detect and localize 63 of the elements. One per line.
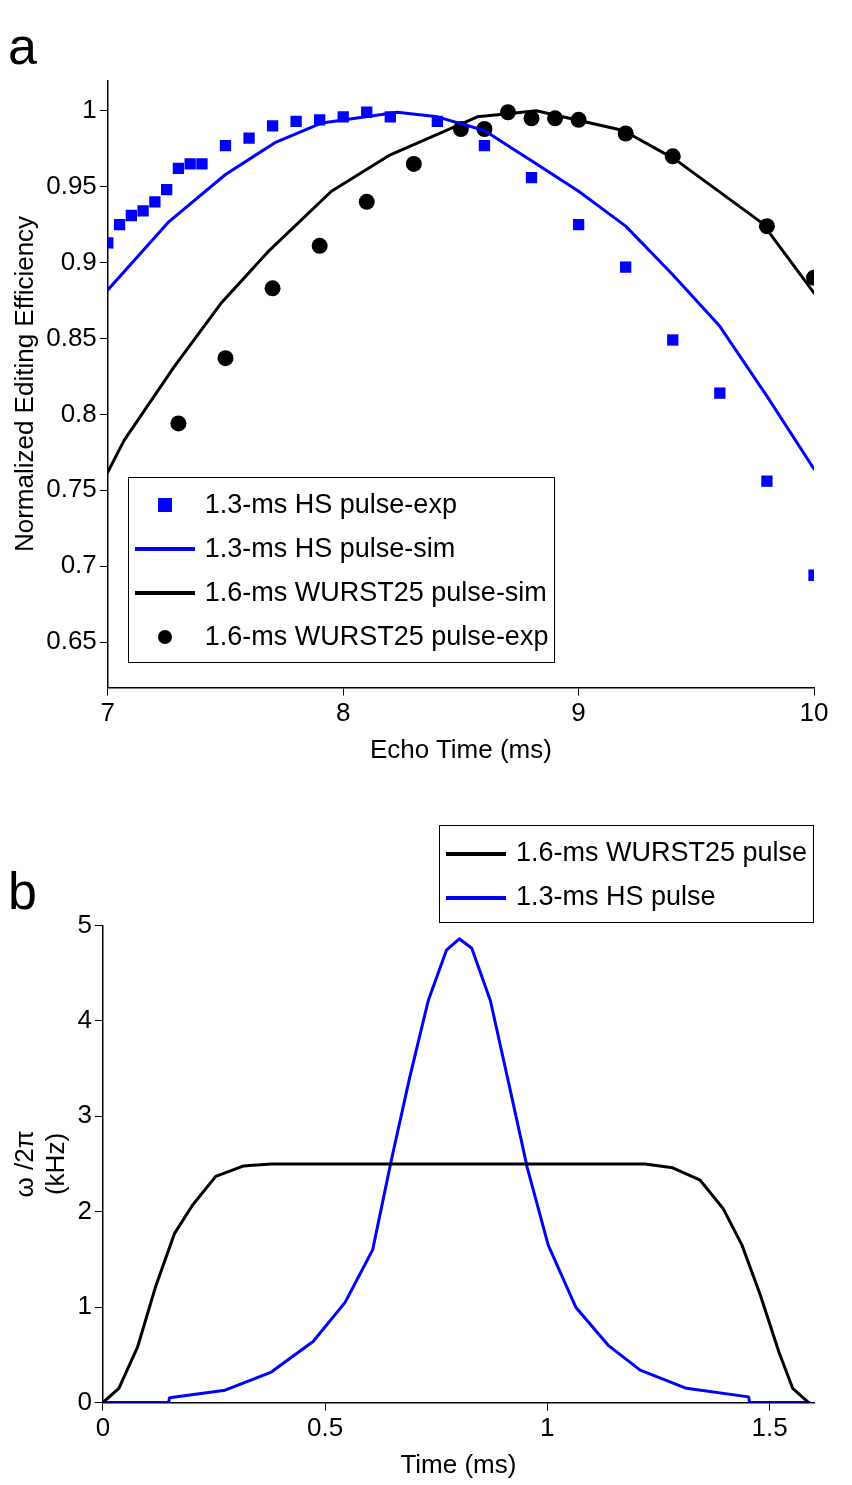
y-tick-label: 0.7	[60, 549, 97, 580]
y-tick-label: 1	[77, 1290, 92, 1321]
point	[714, 387, 726, 399]
point	[172, 162, 185, 175]
point	[196, 158, 208, 170]
y-tick-label: 0.8	[60, 397, 97, 428]
point	[137, 205, 149, 217]
point	[761, 475, 773, 487]
x-tick-label: 1	[540, 1412, 555, 1443]
point	[667, 334, 679, 346]
point	[243, 132, 255, 144]
point	[219, 140, 232, 152]
y-tick-label: 0.9	[60, 245, 97, 276]
y-tick-label: 5	[77, 908, 92, 939]
legend-label: 1.3-ms HS pulse	[515, 881, 716, 912]
point	[384, 111, 396, 123]
x-tick-label: 9	[571, 697, 586, 728]
point	[431, 115, 444, 128]
y-tick-label: 0.65	[46, 625, 97, 656]
chart-title: b	[8, 861, 37, 920]
x-axis-title: Time (ms)	[400, 1448, 517, 1479]
y-axis-title: ω /2π (kHz)	[8, 1130, 70, 1198]
y-axis-title: Normalized Editing Efficiency	[8, 215, 39, 553]
point	[125, 209, 137, 222]
point	[170, 415, 187, 432]
point	[478, 140, 491, 152]
y-tick-label: 3	[77, 1099, 92, 1130]
y-tick-label: 2	[77, 1194, 92, 1225]
point	[113, 218, 126, 231]
x-tick-label: 0.5	[307, 1412, 344, 1443]
point	[525, 171, 538, 184]
point	[266, 120, 279, 132]
point	[620, 261, 632, 273]
point	[184, 158, 196, 170]
x-tick-label: 1.5	[751, 1412, 788, 1443]
chart-title: a	[8, 16, 37, 75]
x-tick-label: 8	[335, 697, 351, 728]
x-tick-label: 10	[799, 697, 829, 728]
point	[361, 106, 373, 118]
legend-label: 1.3-ms HS pulse-exp	[204, 488, 457, 519]
legend-label: 1.6-ms WURST25 pulse	[515, 837, 807, 868]
y-tick-label: 0.95	[46, 169, 97, 200]
point	[405, 155, 422, 172]
y-tick-label: 0	[77, 1385, 92, 1416]
y-tick-label: 1	[82, 93, 97, 124]
point	[149, 196, 161, 208]
point	[311, 237, 328, 254]
point	[314, 114, 326, 126]
y-tick-label: 0.85	[46, 321, 97, 352]
point	[358, 193, 375, 210]
point	[217, 350, 234, 367]
x-tick-label: 7	[100, 697, 116, 728]
point	[572, 218, 585, 231]
x-axis-title: Echo Time (ms)	[369, 733, 552, 764]
legend-label: 1.6-ms WURST25 pulse-exp	[204, 620, 549, 651]
point	[290, 115, 302, 128]
point	[337, 111, 349, 123]
y-tick-label: 4	[77, 1004, 92, 1035]
point	[161, 184, 173, 196]
legend-label: 1.6-ms WURST25 pulse-sim	[204, 576, 547, 607]
point	[264, 280, 281, 297]
y-tick-label: 0.75	[46, 473, 97, 504]
legend-label: 1.3-ms HS pulse-sim	[204, 532, 456, 563]
